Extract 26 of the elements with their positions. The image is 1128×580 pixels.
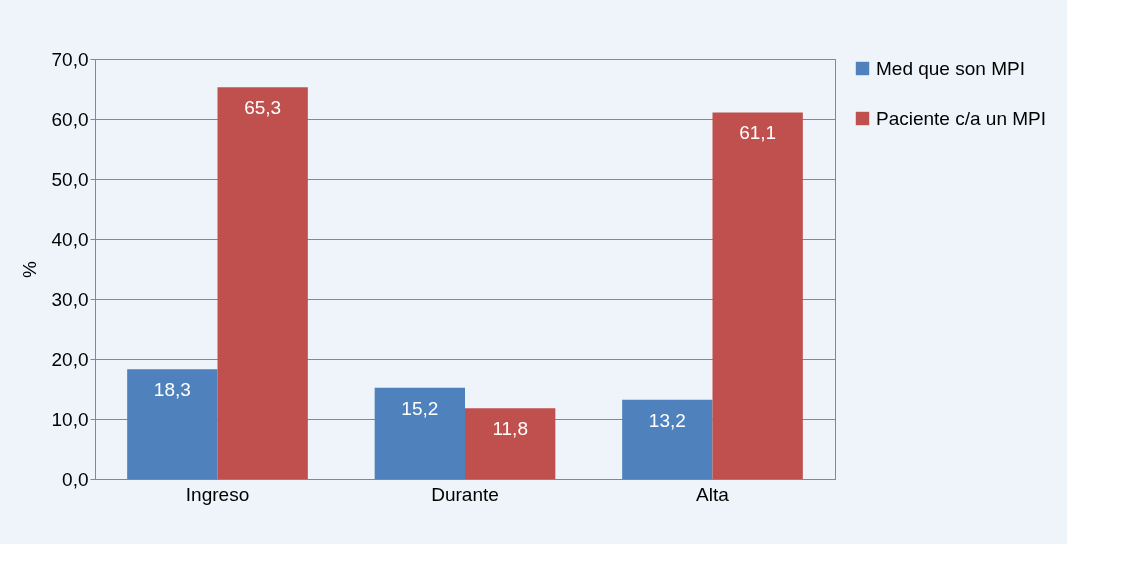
y-axis-title: % [18,260,40,278]
data-label: 18,3 [153,379,191,401]
data-label: 13,2 [648,409,686,431]
bar [217,87,308,479]
y-tick-label: 70,0 [51,48,89,70]
y-tick-label: 40,0 [51,228,89,250]
bar [374,387,465,479]
y-tick-label: 60,0 [51,108,89,130]
data-label: 15,2 [401,397,439,419]
x-tick-label: Alta [696,483,730,505]
bar [622,399,713,479]
bar [712,112,803,479]
y-tick-label: 10,0 [51,408,89,430]
x-tick-label: Ingreso [185,483,250,505]
data-label: 11,8 [492,418,528,440]
x-tick-label: Durante [431,483,499,505]
legend-label: Med que son MPI [876,57,1025,79]
bar [127,369,218,479]
y-tick-label: 0,0 [62,468,89,490]
y-tick-label: 30,0 [51,288,89,310]
data-label: 65,3 [244,97,282,119]
y-tick-label: 50,0 [51,168,89,190]
y-tick-label: 20,0 [51,348,89,370]
data-label: 61,1 [739,122,777,144]
legend-label: Paciente c/a un MPI [876,107,1047,129]
bar [465,408,556,479]
